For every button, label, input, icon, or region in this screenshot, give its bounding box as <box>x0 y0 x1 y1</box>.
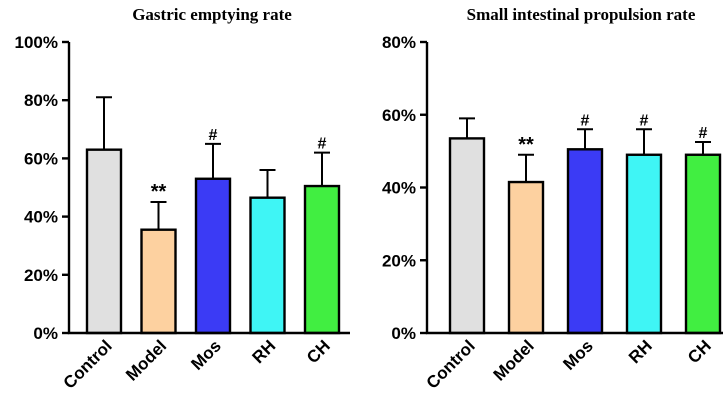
category-label-mos: Mos <box>559 336 596 373</box>
y-tick-label: 20% <box>382 251 416 270</box>
error-bar-mos <box>205 142 221 179</box>
significance-marker-mos: # <box>581 112 590 129</box>
category-label-ch: CH <box>684 336 715 367</box>
bar-rh <box>625 153 663 335</box>
error-bar-ch <box>695 141 711 155</box>
y-tick-label: 60% <box>24 149 58 168</box>
gastric-emptying-chart: Gastric emptying rate Control ** Model # Mos… <box>15 5 350 393</box>
significance-marker-ch: # <box>318 136 327 153</box>
bar-model <box>507 180 545 335</box>
category-label-rh: RH <box>249 336 280 367</box>
error-bar-mos <box>577 128 593 150</box>
y-tick-label: 80% <box>24 91 58 110</box>
category-label-model: Model <box>122 336 170 384</box>
bar-ch <box>684 153 722 335</box>
error-bar-control <box>96 96 112 150</box>
error-bar-model <box>518 153 534 183</box>
significance-marker-model: ** <box>151 181 167 203</box>
significance-marker-mos: # <box>209 127 218 144</box>
y-tick-label: 0% <box>33 324 58 343</box>
bar-control <box>448 137 486 335</box>
bar-control <box>85 148 123 335</box>
category-label-control: Control <box>60 336 116 392</box>
category-label-rh: RH <box>625 336 656 367</box>
significance-marker-rh: # <box>640 112 649 129</box>
bar-mos <box>194 177 232 335</box>
error-bar-rh <box>259 169 276 198</box>
error-bar-ch <box>314 151 330 187</box>
bar-ch <box>303 184 341 335</box>
gastric-emptying-title: Gastric emptying rate <box>132 5 292 24</box>
y-tick-label: 100% <box>15 33 58 52</box>
significance-marker-ch: # <box>699 125 708 142</box>
error-bar-model <box>150 201 167 230</box>
category-label-ch: CH <box>303 336 334 367</box>
y-tick-label: 40% <box>24 208 58 227</box>
bar-model <box>140 228 177 335</box>
y-tick-label: 20% <box>24 266 58 285</box>
y-tick-label: 40% <box>382 179 416 198</box>
y-tick-label: 60% <box>382 106 416 125</box>
significance-marker-model: ** <box>518 134 534 156</box>
y-tick-label: 80% <box>382 33 416 52</box>
category-label-control: Control <box>423 336 479 392</box>
bar-rh <box>249 196 286 335</box>
small-intestinal-propulsion-chart: Small intestinal propulsion rate Control… <box>382 5 723 393</box>
small-intestinal-propulsion-title: Small intestinal propulsion rate <box>467 5 696 24</box>
category-label-mos: Mos <box>187 336 224 373</box>
y-tick-label: 0% <box>391 324 416 343</box>
bar-mos <box>566 148 604 335</box>
error-bar-rh <box>636 128 652 155</box>
category-label-model: Model <box>490 336 538 384</box>
error-bar-control <box>459 117 475 139</box>
